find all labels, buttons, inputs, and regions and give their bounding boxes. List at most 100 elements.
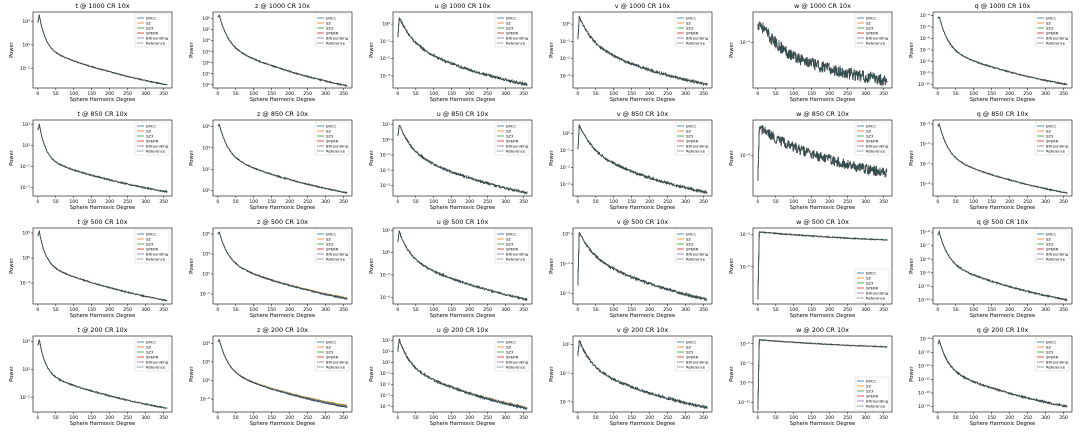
y-tick-label: 10⁰ [382,250,390,256]
plot-frame [752,119,893,197]
x-tick-label: 50 [233,415,239,421]
x-tick-label: 200 [825,415,834,421]
legend-label: Bitrounding [146,143,169,148]
legend-box [494,121,530,156]
legend-label: ERCC [866,123,876,128]
chart-svg: q @ 1000 CR 10x 0 50 100 150 200 250 300 350 10⁻⁴… [909,2,1073,103]
y-tick-label: 10⁻⁸ [920,257,930,263]
x-tick-label: 50 [413,199,419,205]
chart-panel: v @ 1000 CR 10x 0 50 100 150 200 250 300 350 10⁰ 1… [540,0,720,108]
series-reference [37,123,168,194]
x-tick-label: 250 [843,307,852,313]
y-tick-label: 10⁰ [202,82,210,88]
legend-label: SPERR [326,354,339,359]
plot-frame [212,335,353,413]
x-axis-label: Sphere Harmonic Degree [430,97,495,103]
x-tick-label: 50 [593,307,599,313]
x-tick-label: 250 [663,91,672,97]
chart-svg: q @ 850 CR 10x 0 50 100 150 200 250 300 350 10⁻³ 1… [909,110,1073,211]
legend-label: SPERR [146,30,159,35]
chart-title: q @ 500 CR 10x [977,218,1029,226]
legend-label: SZ3 [146,241,154,246]
legend-label: SPERR [686,138,699,143]
x-tick-label: 150 [807,307,816,313]
x-tick-label: 0 [396,415,399,421]
plot-frame [32,11,173,89]
x-tick-label: 350 [339,91,348,97]
x-tick-label: 0 [576,307,579,313]
x-tick-label: 350 [1059,199,1068,205]
chart-svg: u @ 1000 CR 10x 0 50 100 150 200 250 300 350 10⁰ 1… [369,2,533,103]
y-axis-label: Power [369,365,375,382]
y-axis-label: Power [9,149,15,166]
x-tick-label: 0 [396,199,399,205]
legend-label: ERCC [326,231,336,236]
plot-frame [932,227,1073,305]
legend-label: SZ [326,20,331,25]
x-tick-label: 300 [141,91,150,97]
legend-label: SZ3 [1046,349,1054,354]
chart-svg: v @ 200 CR 10x 0 50 100 150 200 250 300 350 10¹ 10… [549,326,713,427]
x-tick-label: 150 [267,199,276,205]
x-tick-label: 250 [663,415,672,421]
x-tick-label: 0 [216,199,219,205]
x-tick-label: 200 [1005,199,1014,205]
x-axis-label: Sphere Harmonic Degree [250,313,315,319]
y-tick-label: 10⁻⁷ [740,361,750,367]
legend-label: ERCC [146,123,156,128]
x-tick-label: 250 [123,307,132,313]
x-tick-label: 100 [249,415,258,421]
legend-label: SZ [866,128,871,133]
y-axis-label: Power [549,365,555,382]
legend-label: Reference [866,295,886,300]
legend-label: ERCC [506,231,516,236]
y-tick-label: 10² [382,228,390,234]
legend-label: SPERR [146,138,159,143]
chart-title: w @ 500 CR 10x [796,218,849,226]
x-axis-label: Sphere Harmonic Degree [790,421,855,427]
y-tick-label: 10⁻⁹ [920,270,930,276]
legend-label: Reference [866,403,886,408]
legend-label: SZ3 [866,280,874,285]
y-tick-label: 10⁻² [20,395,30,401]
legend-box [854,13,890,48]
x-tick-label: 250 [123,415,132,421]
x-tick-label: 350 [159,415,168,421]
legend-label: Reference [1046,364,1066,369]
y-tick-label: 10⁻² [380,273,390,279]
x-tick-label: 300 [501,307,510,313]
legend-label: Bitrounding [866,35,889,40]
x-axis-label: Sphere Harmonic Degree [250,421,315,427]
y-tick-label: 10⁻⁴ [380,295,390,301]
y-tick-label: 10⁻³ [920,122,930,128]
y-axis-label: Power [9,257,15,274]
x-axis-label: Sphere Harmonic Degree [970,205,1035,211]
y-axis-label: Power [369,41,375,58]
legend-label: Reference [686,256,706,261]
chart-title: w @ 850 CR 10x [796,110,849,118]
x-tick-label: 100 [429,415,438,421]
x-tick-label: 300 [501,415,510,421]
plot-frame [32,335,173,413]
x-tick-label: 350 [699,199,708,205]
y-axis-label: Power [189,149,195,166]
legend-label: SZ3 [1046,133,1054,138]
y-axis-label: Power [909,257,915,274]
series-reference [577,15,708,87]
x-tick-label: 200 [1005,307,1014,313]
legend-label: ERCC [326,339,336,344]
chart-title: v @ 200 CR 10x [617,326,669,334]
x-tick-label: 0 [576,91,579,97]
series-reference [37,14,168,86]
legend-label: SZ3 [686,133,694,138]
legend-box [1034,121,1070,156]
legend-label: SZ [866,383,871,388]
x-tick-label: 300 [1041,307,1050,313]
